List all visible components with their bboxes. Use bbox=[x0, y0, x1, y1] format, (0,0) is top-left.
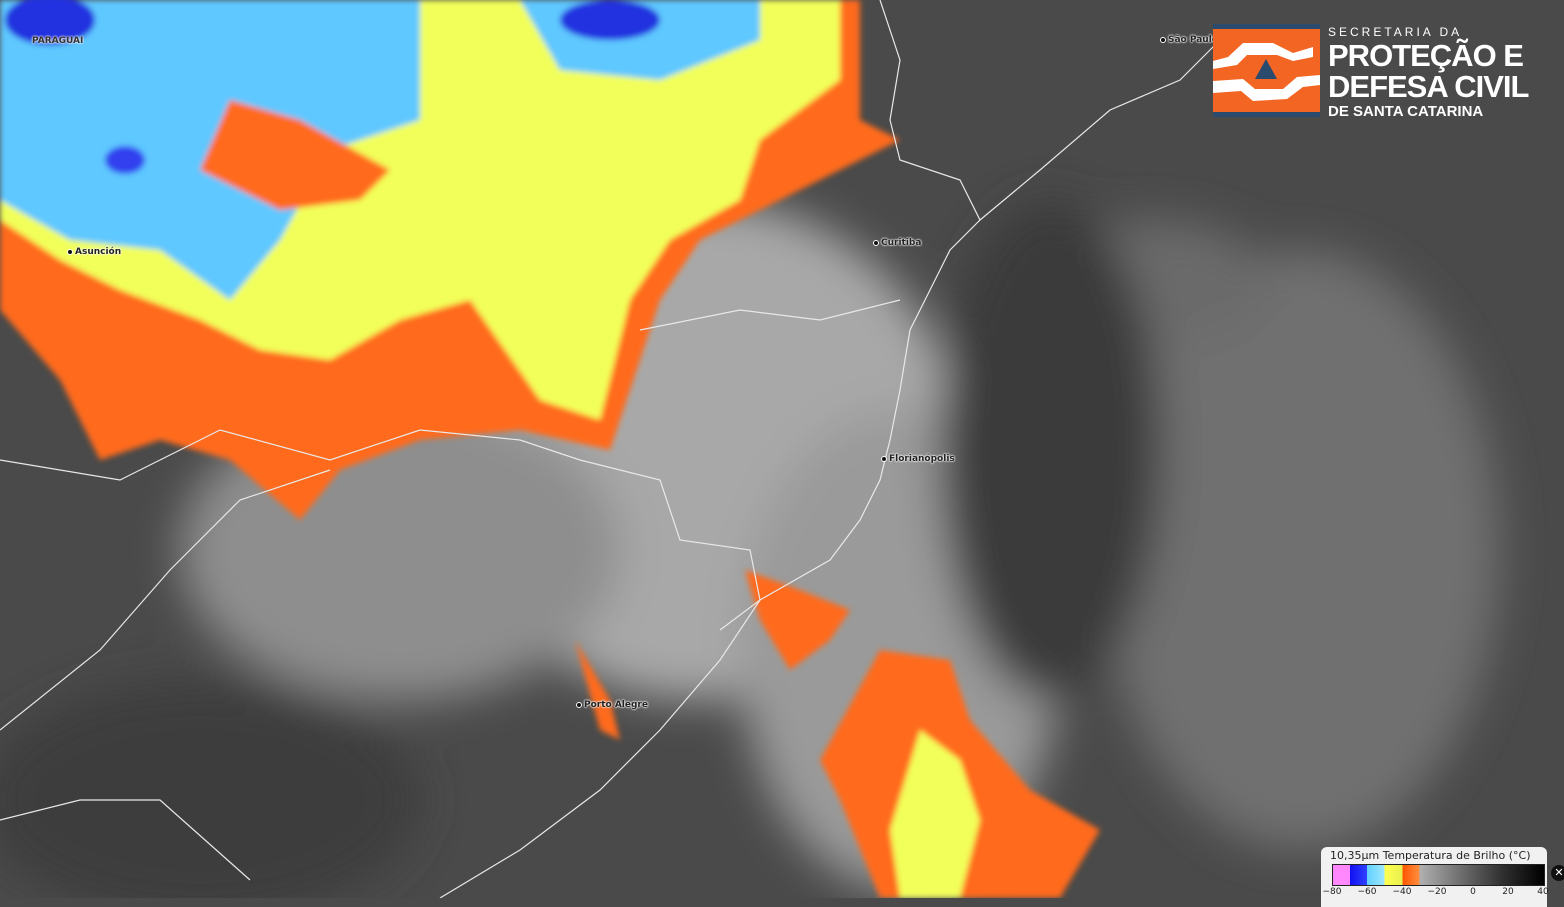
borders-coastline bbox=[0, 0, 1221, 898]
legend-tick: −80 bbox=[1322, 887, 1342, 897]
logo-line3: DEFESA CIVIL bbox=[1328, 69, 1529, 104]
city-dot-icon bbox=[576, 702, 582, 708]
legend-tick: 20 bbox=[1502, 887, 1514, 897]
city-label-porto-alegre: Porto Alegre bbox=[576, 700, 648, 710]
city-dot-icon bbox=[67, 249, 73, 255]
city-label-asuncion: Asunción bbox=[67, 247, 121, 257]
legend-tick: −60 bbox=[1357, 887, 1377, 897]
city-label-florianopolis: Florianópolis bbox=[881, 454, 955, 464]
city-label-sao-paulo: São Paulo bbox=[1160, 35, 1218, 45]
city-label-curitiba: Curitiba bbox=[873, 238, 921, 248]
city-dot-icon bbox=[881, 456, 887, 462]
country-label: PARAGUAI bbox=[32, 36, 84, 46]
legend-colorbar bbox=[1332, 864, 1545, 886]
legend-tick: −40 bbox=[1392, 887, 1412, 897]
cold-cloud-tops bbox=[0, 0, 1100, 898]
legend-tick: −20 bbox=[1427, 887, 1447, 897]
color-scale-legend: 10,35μm Temperatura de Brilho (°C) −80 −… bbox=[1321, 847, 1549, 907]
close-icon[interactable]: ✕ bbox=[1551, 865, 1564, 881]
legend-tick: 0 bbox=[1470, 887, 1476, 897]
city-dot-icon bbox=[1160, 37, 1166, 43]
logo-line1: SECRETARIA DA bbox=[1328, 25, 1463, 39]
legend-title: 10,35μm Temperatura de Brilho (°C) bbox=[1330, 849, 1531, 862]
legend-tick: 40 bbox=[1537, 887, 1549, 897]
city-dot-icon bbox=[873, 240, 879, 246]
logo-line2: PROTEÇÃO E bbox=[1328, 38, 1524, 73]
logo-line4: DE SANTA CATARINA bbox=[1328, 103, 1484, 120]
logo-emblem-icon bbox=[1213, 24, 1320, 117]
defesa-civil-logo: SECRETARIA DA PROTEÇÃO E DEFESA CIVIL DE… bbox=[1213, 24, 1529, 120]
